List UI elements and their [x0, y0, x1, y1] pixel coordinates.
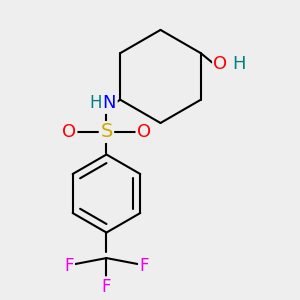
- Text: H: H: [90, 94, 102, 112]
- Text: F: F: [64, 256, 74, 274]
- Text: H: H: [232, 56, 245, 74]
- Text: F: F: [139, 256, 149, 274]
- Text: O: O: [214, 56, 228, 74]
- Text: O: O: [62, 123, 76, 141]
- Text: N: N: [103, 94, 116, 112]
- Text: F: F: [102, 278, 111, 296]
- Text: O: O: [137, 123, 151, 141]
- Text: S: S: [100, 122, 113, 142]
